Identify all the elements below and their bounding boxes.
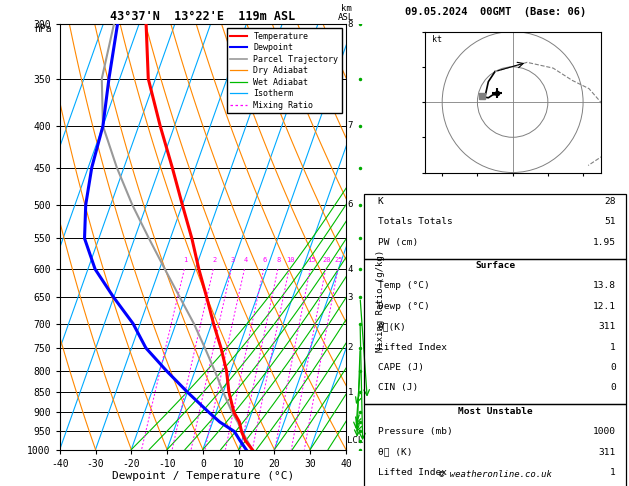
Text: 4: 4 [243,257,248,263]
X-axis label: Dewpoint / Temperature (°C): Dewpoint / Temperature (°C) [112,471,294,481]
Text: 1.95: 1.95 [593,238,616,247]
Text: 311: 311 [598,448,616,457]
Text: 0: 0 [610,383,616,393]
Text: 13.8: 13.8 [593,281,616,291]
Text: 12.1: 12.1 [593,302,616,311]
Legend: Temperature, Dewpoint, Parcel Trajectory, Dry Adiabat, Wet Adiabat, Isotherm, Mi: Temperature, Dewpoint, Parcel Trajectory… [227,29,342,113]
Text: 2: 2 [213,257,217,263]
Bar [364,404,626,486]
Text: 2: 2 [347,344,353,352]
Text: 8: 8 [347,20,353,29]
Text: 51: 51 [604,217,616,226]
Bar [364,194,626,259]
Text: 4: 4 [347,264,353,274]
Bar [364,259,626,404]
Text: Lifted Index: Lifted Index [377,468,447,477]
Text: kt: kt [431,35,442,44]
Text: θᴜ (K): θᴜ (K) [377,448,412,457]
Title: 43°37'N  13°22'E  119m ASL: 43°37'N 13°22'E 119m ASL [110,10,296,23]
Text: km
ASL: km ASL [338,4,354,22]
Text: 7: 7 [347,122,353,130]
Text: 1: 1 [184,257,188,263]
Text: 10: 10 [286,257,294,263]
Text: 311: 311 [598,322,616,331]
Text: Lifted Index: Lifted Index [377,343,447,352]
Text: 1: 1 [347,388,353,397]
Text: 3: 3 [230,257,235,263]
Text: LCL: LCL [347,436,364,445]
Text: 0: 0 [610,363,616,372]
Text: Pressure (mb): Pressure (mb) [377,427,452,436]
Text: 1: 1 [610,468,616,477]
Text: PW (cm): PW (cm) [377,238,418,247]
Text: Totals Totals: Totals Totals [377,217,452,226]
Text: hPa: hPa [34,24,52,35]
Text: 28: 28 [604,197,616,206]
Text: 6: 6 [347,200,353,209]
Text: Mixing Ratio (g/kg): Mixing Ratio (g/kg) [376,250,385,352]
Text: K: K [377,197,384,206]
Text: CIN (J): CIN (J) [377,383,418,393]
Text: Dewp (°C): Dewp (°C) [377,302,430,311]
Text: θᴜ(K): θᴜ(K) [377,322,406,331]
Text: 3: 3 [347,293,353,302]
Text: Surface: Surface [476,261,515,270]
Text: 09.05.2024  00GMT  (Base: 06): 09.05.2024 00GMT (Base: 06) [404,7,586,17]
Text: 25: 25 [335,257,343,263]
Text: 15: 15 [307,257,316,263]
Text: Most Unstable: Most Unstable [458,407,533,416]
Text: © weatheronline.co.uk: © weatheronline.co.uk [439,469,552,479]
Text: CAPE (J): CAPE (J) [377,363,424,372]
Text: 6: 6 [263,257,267,263]
Text: Temp (°C): Temp (°C) [377,281,430,291]
Text: 8: 8 [277,257,281,263]
Text: 20: 20 [323,257,331,263]
Text: 1000: 1000 [593,427,616,436]
Text: 1: 1 [610,343,616,352]
